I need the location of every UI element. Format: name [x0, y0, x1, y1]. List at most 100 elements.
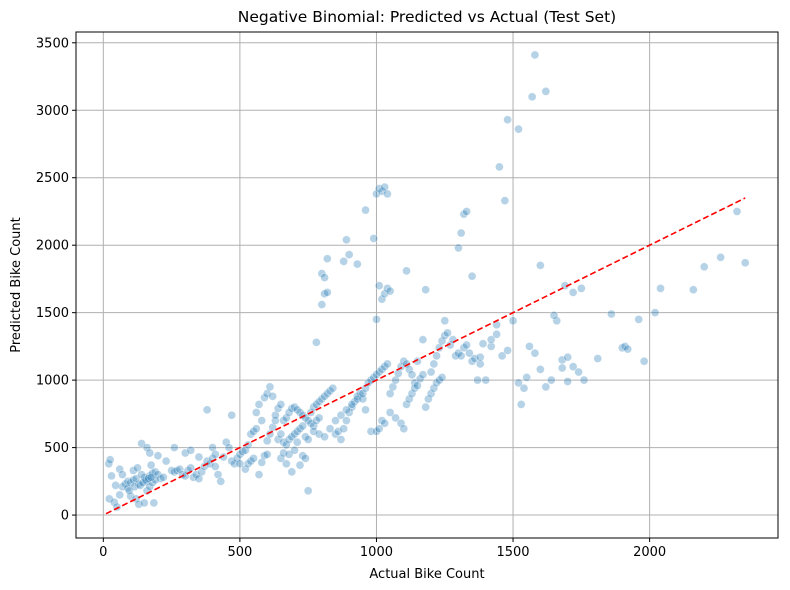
data-point	[383, 189, 392, 199]
data-point	[699, 262, 709, 272]
data-point	[303, 486, 313, 496]
data-point	[407, 370, 417, 380]
data-point	[180, 448, 190, 458]
data-point	[716, 253, 725, 262]
data-point	[287, 404, 297, 413]
data-point	[467, 356, 477, 366]
data-point	[541, 382, 551, 392]
data-point	[306, 419, 316, 428]
data-point	[470, 354, 480, 363]
data-point	[211, 450, 220, 459]
data-point	[156, 474, 165, 483]
data-point	[186, 463, 196, 473]
data-point	[287, 432, 297, 442]
data-point	[249, 427, 258, 436]
data-point	[312, 338, 321, 347]
data-point	[276, 400, 286, 409]
data-point	[213, 470, 223, 479]
identity-line	[105, 197, 746, 515]
data-point	[298, 421, 308, 431]
data-point	[399, 424, 409, 434]
data-point	[475, 359, 485, 369]
data-point	[254, 470, 264, 479]
data-point	[342, 235, 351, 245]
data-point	[650, 308, 660, 317]
data-point	[577, 284, 586, 293]
data-point	[276, 454, 286, 463]
data-point	[109, 497, 119, 507]
data-point	[465, 348, 474, 358]
data-point	[320, 432, 329, 442]
data-point	[391, 413, 400, 423]
data-point	[309, 402, 318, 412]
data-point	[339, 257, 348, 266]
data-point	[295, 424, 305, 434]
data-point	[314, 429, 324, 439]
data-point	[118, 482, 127, 492]
data-point	[478, 339, 488, 348]
data-point	[563, 377, 572, 386]
data-point	[211, 462, 220, 471]
data-point	[530, 348, 540, 358]
data-point	[257, 416, 267, 425]
data-point	[312, 400, 321, 409]
data-point	[607, 309, 616, 319]
data-point	[732, 207, 742, 216]
data-point	[383, 359, 392, 369]
y-tick-label: 1000	[36, 374, 69, 389]
y-axis-label: Predicted Bike Count	[9, 217, 24, 353]
data-point	[298, 451, 308, 460]
axis-ticks: 0 500 1000 1500 2000 0 500 1000 1500 2000 2500 3000…	[36, 36, 666, 560]
data-point	[159, 472, 168, 482]
data-point	[131, 494, 141, 504]
data-point	[282, 440, 291, 450]
data-point	[380, 419, 389, 428]
x-axis-label: Actual Bike Count	[369, 567, 484, 582]
data-point	[161, 456, 171, 466]
data-point	[410, 383, 420, 393]
scatter-points	[104, 50, 750, 512]
data-point	[514, 378, 523, 388]
data-point	[115, 490, 125, 500]
data-point	[383, 284, 392, 293]
data-point	[473, 375, 482, 385]
data-point	[503, 346, 512, 355]
data-point	[421, 285, 430, 295]
data-point	[500, 196, 510, 205]
data-point	[396, 419, 406, 428]
data-point	[142, 443, 152, 452]
data-point	[284, 435, 294, 444]
data-point	[740, 258, 750, 268]
data-point	[385, 389, 395, 398]
y-tick-label: 500	[44, 441, 69, 456]
data-point	[434, 375, 444, 385]
data-point	[279, 437, 288, 447]
data-point	[495, 162, 504, 172]
data-point	[593, 354, 603, 363]
data-point	[639, 356, 649, 366]
data-point	[133, 463, 142, 473]
data-point	[618, 343, 627, 353]
data-point	[342, 405, 351, 415]
data-point	[279, 416, 288, 425]
y-tick-label: 0	[61, 509, 69, 524]
data-point	[437, 373, 447, 382]
data-point	[325, 424, 335, 434]
y-tick-label: 2500	[36, 171, 69, 186]
data-point	[454, 243, 463, 253]
data-point	[322, 254, 332, 263]
data-point	[325, 386, 335, 396]
x-tick-label: 0	[99, 545, 107, 560]
data-point	[262, 436, 272, 446]
data-point	[265, 382, 275, 392]
data-point	[224, 443, 234, 452]
y-tick-label: 3500	[36, 36, 69, 51]
data-point	[290, 429, 299, 439]
data-point	[579, 375, 589, 385]
data-point	[320, 273, 329, 282]
data-point	[399, 356, 409, 366]
data-point	[456, 228, 466, 238]
data-point	[271, 410, 280, 420]
data-point	[273, 435, 283, 444]
data-point	[333, 427, 343, 436]
